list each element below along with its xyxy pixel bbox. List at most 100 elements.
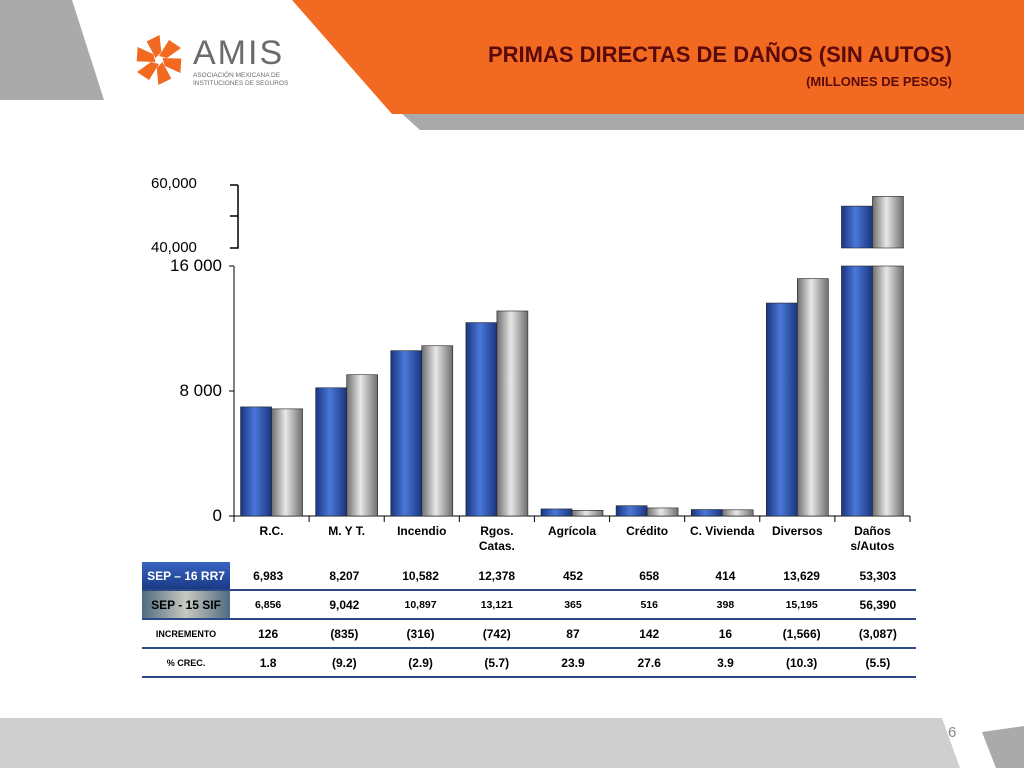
bar-sep16	[690, 509, 723, 517]
bar-sep16	[390, 350, 423, 517]
logo-petal	[159, 40, 181, 58]
table-row: INCREMENTO 126 (835) (316) (742) 87 142 16 (1,56…	[142, 619, 916, 649]
table-cell: 27.6	[611, 648, 688, 678]
table-cell: 16	[687, 619, 764, 649]
data-table: SEP – 16 RR7 6,983 8,207 10,582 12,378 452 658…	[142, 562, 916, 678]
table-cell: (9.2)	[306, 648, 383, 678]
table-cell: 126	[230, 619, 307, 649]
bar-sep15	[721, 509, 754, 517]
table-cell: 10,582	[382, 562, 459, 591]
upper-axis-bracket	[230, 185, 239, 249]
bar-sep15	[571, 509, 604, 517]
bar-sep16	[315, 387, 347, 517]
bar-sep15	[271, 408, 303, 517]
logo-petal	[162, 58, 182, 74]
table-cell: (3,087)	[839, 619, 916, 649]
y-tick-label: 16 000	[170, 256, 222, 275]
table-cell: 142	[611, 619, 688, 649]
table-row: % CREC. 1.8 (9.2) (2.9) (5.7) 23.9 27.6 3.9 (10.…	[142, 648, 916, 678]
top-left-gray-band	[0, 0, 104, 100]
table-cell: 56,390	[839, 590, 916, 620]
header-orange-band	[292, 0, 1024, 114]
table-cell: 6,856	[230, 590, 307, 620]
table-cell: (316)	[382, 619, 459, 649]
logo-petal	[136, 46, 156, 62]
category-label: M. Y T.	[328, 524, 366, 538]
table-cell: (1,566)	[763, 619, 840, 649]
table-row: SEP – 16 RR7 6,983 8,207 10,582 12,378 452 658…	[142, 562, 916, 591]
table-cell: 23.9	[534, 648, 612, 678]
table-cell: 13,629	[763, 562, 840, 591]
y-tick-label-upper: 60,000	[151, 175, 197, 192]
table-row-label: INCREMENTO	[142, 619, 230, 649]
table-cell: 10,897	[382, 590, 459, 620]
bar-sep15	[797, 278, 829, 517]
table-cell: 12,378	[458, 562, 535, 591]
logo-petal	[156, 62, 172, 86]
bar-sep15	[646, 507, 679, 517]
category-label: C. Vivienda	[689, 524, 755, 538]
table-row-label: SEP – 16 RR7	[142, 562, 230, 591]
category-label: Diversos	[771, 524, 823, 538]
table-cell: 53,303	[839, 562, 916, 591]
table-cell: 9,042	[306, 590, 383, 620]
table-row-label: % CREC.	[142, 648, 230, 678]
table-cell: 87	[534, 619, 612, 649]
header-gray-band	[400, 112, 1024, 130]
bar-sep16	[766, 302, 798, 517]
page-number: 6	[948, 724, 957, 741]
bar-sep16-lower-segment	[841, 265, 873, 517]
bar-sep16	[465, 322, 498, 517]
bar-sep15-lower-segment	[872, 265, 904, 517]
table-cell: 15,195	[763, 590, 840, 620]
category-label: Crédito	[626, 524, 669, 538]
table-cell: 398	[687, 590, 764, 620]
logo-petal	[146, 34, 162, 58]
logo-petal	[137, 62, 159, 80]
footer-gray-band	[0, 718, 960, 768]
table-row-label: SEP - 15 SIF	[142, 590, 230, 620]
bar-sep16	[540, 508, 573, 517]
table-cell: 8,207	[306, 562, 383, 591]
table-cell: (10.3)	[763, 648, 840, 678]
page-title: PRIMAS DIRECTAS DE DAÑOS (SIN AUTOS)	[487, 42, 952, 67]
y-tick-label: 8 000	[179, 381, 222, 400]
bar-sep16-upper-segment	[841, 205, 873, 249]
logo-subtitle: ASOCIACIÓN MEXICANA DE INSTITUCIONES DE …	[193, 72, 289, 87]
category-label: Rgos. Catas.	[478, 524, 515, 553]
table-cell: 13,121	[458, 590, 535, 620]
logo-name: AMIS	[193, 34, 285, 72]
table-cell: (5.7)	[458, 648, 535, 678]
bar-sep16	[615, 505, 648, 517]
table-cell: 658	[611, 562, 688, 591]
table-cell: 6,983	[230, 562, 307, 591]
y-tick-label-upper: 40,000	[151, 239, 197, 256]
table-cell: (5.5)	[839, 648, 916, 678]
table-cell: 1.8	[230, 648, 307, 678]
category-label: Incendio	[397, 524, 447, 538]
table-cell: 414	[687, 562, 764, 591]
table-cell: 3.9	[687, 648, 764, 678]
table-cell: (742)	[458, 619, 535, 649]
table-cell: (835)	[306, 619, 383, 649]
page-subtitle: (MILLONES DE PESOS)	[806, 74, 952, 89]
table-cell: 516	[611, 590, 688, 620]
bar-sep15	[346, 374, 378, 517]
table-cell: 452	[534, 562, 612, 591]
table-row: SEP - 15 SIF 6,856 9,042 10,897 13,121 365 516…	[142, 590, 916, 620]
y-tick-label: 0	[212, 506, 222, 525]
bar-sep15	[496, 310, 529, 517]
footer-right-gray-shape	[982, 726, 1024, 768]
bar-sep15-upper-segment	[872, 196, 904, 249]
bar-sep16	[240, 406, 272, 517]
category-label: R.C.	[259, 524, 284, 538]
table-cell: 365	[534, 590, 612, 620]
category-label: Daños s/Autos	[850, 524, 895, 553]
amis-logo: AMIS ASOCIACIÓN MEXICANA DE INSTITUCIONE…	[193, 36, 293, 88]
category-label: Agrícola	[547, 524, 596, 538]
bar-sep15	[421, 345, 454, 517]
table-cell: (2.9)	[382, 648, 459, 678]
